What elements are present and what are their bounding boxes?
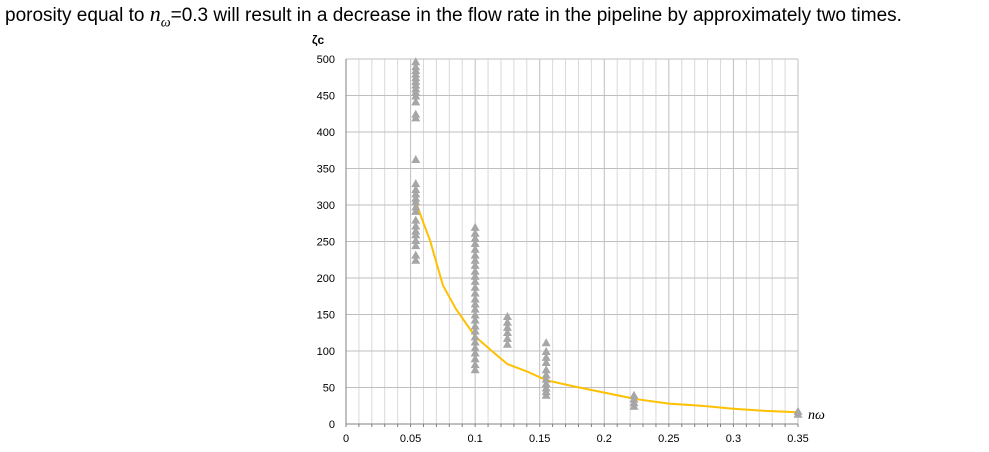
data-point-triangle [502,328,512,337]
x-tick-label: 0 [343,433,349,445]
y-tick-label: 350 [317,164,335,176]
caption-text: porosity equal to nω=0.3 will result in … [5,1,902,31]
data-point-triangle [411,113,421,122]
y-tick-label: 500 [317,54,335,66]
data-point-triangle [793,409,803,418]
x-tick-label: 0.15 [529,433,550,445]
data-point-triangle [470,233,480,242]
x-tick-label: 0.2 [597,433,612,445]
data-point-triangle [470,260,480,269]
data-point-triangle [470,271,480,280]
y-tick-label: 400 [317,127,335,139]
data-point-triangle [470,304,480,313]
y-axis-label: ζc [312,33,325,47]
data-point-triangle [541,379,551,388]
y-tick-label: 450 [317,91,335,103]
data-point-triangle [629,401,639,410]
data-point-triangle [470,244,480,253]
data-point-triangle [411,155,421,164]
data-point-triangle [470,282,480,291]
data-point-triangle [470,337,480,346]
data-point-triangle [470,299,480,308]
data-point-triangle [470,348,480,357]
data-point-triangle [470,222,480,231]
data-point-triangle [502,311,512,320]
data-point-triangle [411,206,421,215]
chart-grid [345,58,799,425]
data-point-triangle [470,250,480,259]
data-point-triangle [411,241,421,250]
y-tick-label: 250 [317,237,335,249]
data-point-triangle [470,238,480,247]
x-tick-label: 0.1 [467,433,482,445]
data-point-triangle [411,184,421,193]
data-point-triangle [470,294,480,303]
caption-after: =0.3 will result in a decrease in the fl… [170,5,902,26]
data-point-triangle [411,202,421,211]
data-point-triangle [411,189,421,198]
caption-symbol-letter: n [149,1,161,26]
data-point-triangle [411,179,421,188]
y-tick-label: 50 [323,383,335,395]
chart-axes [345,59,799,427]
data-point-triangle [411,57,421,66]
data-point-triangle [541,374,551,383]
data-point-triangle [411,221,421,230]
data-point-triangle [470,354,480,363]
data-point-triangle [470,276,480,285]
data-point-triangle [411,97,421,106]
approximation-curve [416,204,799,414]
x-tick-label: 0.05 [400,433,421,445]
data-point-triangle [470,228,480,237]
data-point-triangle [502,317,512,326]
data-point-triangle [541,370,551,379]
data-point-triangle [502,339,512,348]
x-axis-label: nω [808,408,825,423]
data-point-triangle [470,310,480,319]
y-tick-label: 100 [317,346,335,358]
data-point-triangle [541,338,551,347]
data-point-triangle [411,250,421,259]
y-tick-label: 150 [317,310,335,322]
data-point-triangle [411,236,421,245]
data-point-triangle [541,365,551,374]
data-point-triangle [541,352,551,361]
data-point-triangle [541,347,551,355]
y-tick-label: 300 [317,200,335,212]
x-tick-label: 0.35 [787,433,808,445]
data-point-triangle [541,357,551,366]
data-point-triangle [470,343,480,352]
data-point-triangle [470,365,480,374]
y-tick-label: 200 [317,273,335,285]
data-point-triangle [411,91,421,100]
data-point-triangle [470,255,480,264]
data-point-triangle [470,360,480,369]
data-point-triangle [470,266,480,275]
chart-points [411,57,803,418]
data-point-triangle [411,230,421,239]
chart-curve-layer [416,204,799,414]
caption-symbol: nω [149,1,171,30]
data-point-triangle [411,197,421,206]
data-point-triangle [541,390,551,399]
chart-tick-labels: 0 0.05 0.1 0.15 0.2 0.25 0.3 0.35 0 50 100 150 200 25… [317,54,809,445]
data-point-triangle [470,288,480,297]
x-tick-label: 0.3 [726,433,741,445]
x-tick-label: 0.25 [658,433,679,445]
data-point-triangle [502,333,512,342]
caption-before: porosity equal to [5,5,150,26]
data-point-triangle [411,255,421,264]
y-tick-label: 0 [329,419,335,431]
data-point-triangle [502,322,512,331]
data-point-triangle [470,315,480,324]
data-point-triangle [470,332,480,341]
data-point-triangle [470,326,480,335]
data-point-triangle [411,215,421,224]
data-point-triangle [470,321,480,330]
caption-symbol-subscript: ω [160,15,171,31]
